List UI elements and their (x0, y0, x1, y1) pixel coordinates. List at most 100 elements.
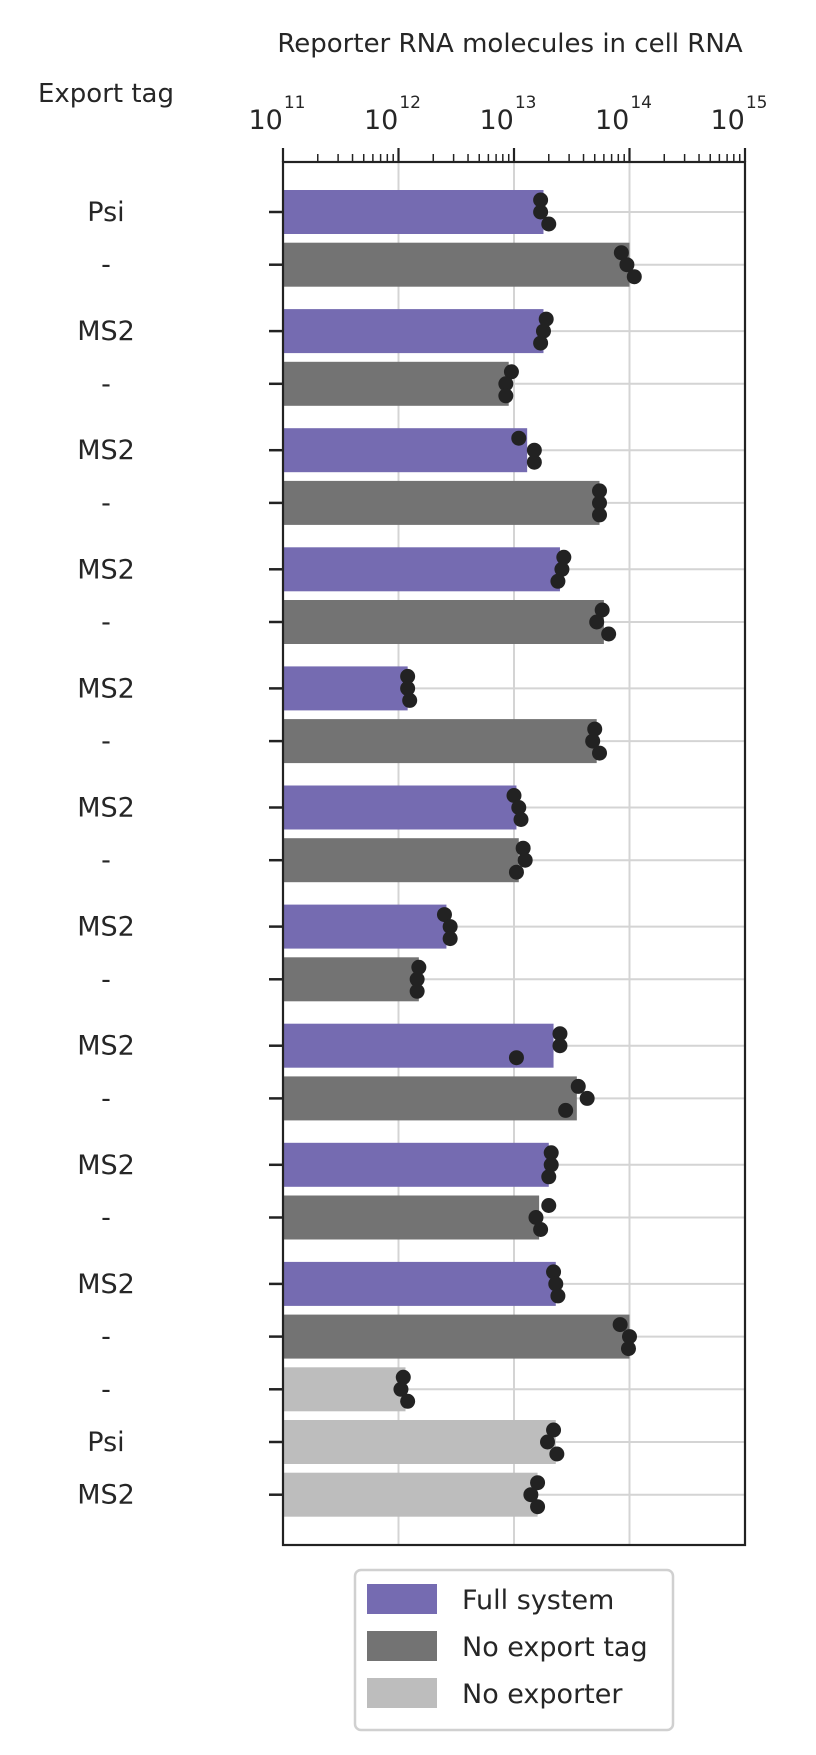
bar (283, 1472, 538, 1517)
y-tick-label: MS2 (77, 1031, 135, 1062)
legend-swatch (367, 1631, 437, 1661)
data-point (594, 602, 610, 618)
data-point (508, 864, 524, 880)
bar (283, 428, 528, 473)
data-point (592, 745, 608, 761)
bar (283, 480, 600, 525)
data-point (503, 364, 519, 380)
y-tick-label: - (101, 369, 111, 400)
bar (283, 242, 630, 287)
data-point (601, 626, 617, 642)
y-tick-label: - (101, 964, 111, 995)
data-point (442, 931, 458, 947)
x-tick-label: 1012 (364, 93, 421, 136)
data-point (570, 1078, 586, 1094)
data-point (546, 1422, 562, 1438)
bar (283, 600, 604, 644)
x-ticks: 1011 1012 1013 1014 1015 (249, 93, 768, 162)
data-point (554, 561, 570, 577)
data-point (543, 1145, 559, 1161)
data-point (592, 495, 608, 511)
bar (283, 1142, 549, 1187)
data-point (506, 788, 522, 803)
data-point (592, 483, 608, 499)
data-point (613, 245, 629, 261)
bar (283, 719, 597, 764)
data-point (400, 1393, 416, 1409)
data-point (535, 323, 551, 339)
x-tick-label: 1011 (249, 93, 306, 136)
y-tick-label: MS2 (77, 673, 135, 704)
data-point (552, 1038, 568, 1054)
data-point (409, 971, 425, 987)
bar (283, 1420, 556, 1464)
y-tick-label: - (101, 250, 111, 281)
data-point (533, 192, 549, 208)
data-point (400, 680, 416, 696)
y-tick-label: MS2 (77, 912, 135, 943)
y-tick-label: - (101, 607, 111, 638)
y-tick-label: - (101, 1322, 111, 1353)
data-point (589, 614, 605, 630)
x-axis-title: Reporter RNA molecules in cell RNA (277, 29, 742, 59)
data-point (515, 840, 531, 856)
data-point (585, 733, 601, 749)
data-point (556, 549, 572, 565)
data-point (442, 919, 458, 935)
y-tick-label: MS2 (77, 793, 135, 824)
data-point (587, 721, 603, 737)
data-point (592, 507, 608, 523)
data-point (549, 1446, 565, 1462)
data-point (548, 1276, 564, 1292)
y-tick-label: - (101, 1203, 111, 1234)
y-tick-label: - (101, 726, 111, 757)
data-point (550, 1288, 566, 1304)
data-point (543, 1157, 559, 1173)
data-point (546, 1264, 562, 1280)
data-point (533, 1222, 549, 1237)
y-tick-label: MS2 (77, 1150, 135, 1181)
y-tick-label: - (101, 1374, 111, 1405)
data-point (619, 257, 635, 273)
data-point (612, 1317, 628, 1333)
legend-label: No export tag (462, 1632, 648, 1663)
bar (283, 838, 519, 883)
y-tick-label: MS2 (77, 1269, 135, 1300)
data-point (498, 388, 514, 404)
data-point (526, 442, 542, 458)
data-point (541, 1198, 557, 1213)
data-point (533, 204, 549, 220)
data-point (550, 573, 566, 589)
data-point (517, 852, 533, 868)
y-tick-label: MS2 (77, 316, 135, 347)
y-tick-label: MS2 (77, 435, 135, 466)
data-point (552, 1026, 568, 1042)
data-point (622, 1329, 637, 1345)
data-point (411, 959, 427, 975)
bar (283, 309, 544, 354)
bar (283, 361, 509, 406)
data-point (528, 1210, 544, 1225)
data-point (409, 983, 425, 999)
data-point (400, 668, 416, 684)
bar (283, 1367, 406, 1412)
y-tick-label: Psi (87, 1427, 124, 1458)
data-point (393, 1381, 409, 1397)
x-tick-label: 1015 (711, 93, 768, 136)
legend-swatch (367, 1584, 437, 1614)
data-point (533, 335, 549, 351)
bar (283, 1076, 577, 1121)
bar (283, 957, 419, 1002)
bar (283, 1023, 554, 1068)
y-tick-label: - (101, 845, 111, 876)
data-point (530, 1499, 546, 1515)
data-point (579, 1090, 595, 1106)
data-point (508, 1050, 524, 1066)
data-point (530, 1475, 546, 1491)
data-point (541, 216, 557, 232)
bar (283, 190, 544, 234)
bar (283, 785, 517, 830)
legend-swatch (367, 1678, 437, 1708)
x-tick-label: 1014 (595, 93, 652, 136)
